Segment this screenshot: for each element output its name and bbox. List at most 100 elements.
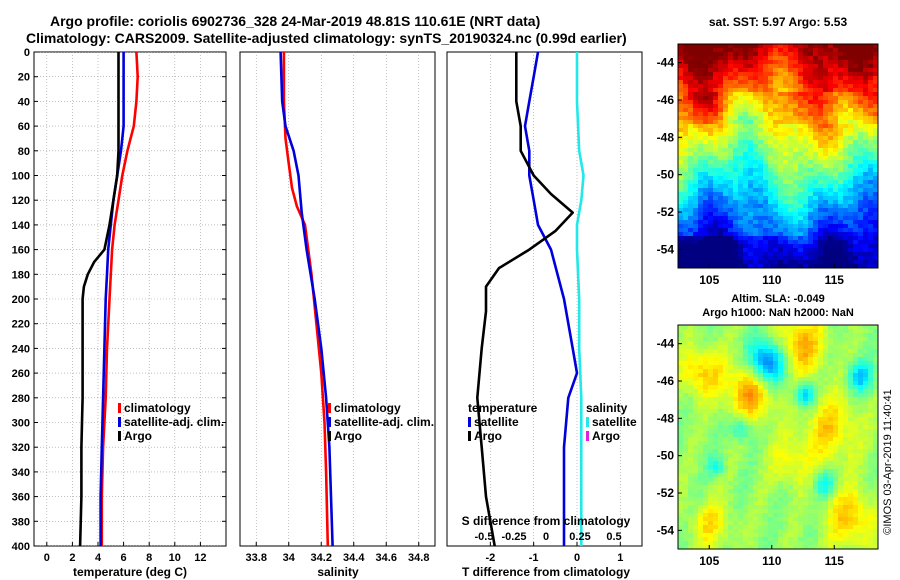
sst-cell bbox=[833, 92, 839, 97]
sla-cell bbox=[803, 453, 809, 458]
sla-cell bbox=[763, 369, 769, 374]
sst-cell bbox=[768, 188, 774, 193]
sst-cell bbox=[778, 64, 784, 69]
sst-cell bbox=[798, 128, 804, 133]
sla-cell bbox=[678, 505, 684, 510]
sst-cell bbox=[828, 124, 834, 129]
sla-cell bbox=[868, 481, 874, 486]
sla-cell bbox=[828, 325, 834, 330]
sst-cell bbox=[713, 144, 719, 149]
sst-cell bbox=[723, 116, 729, 121]
sst-cell bbox=[718, 252, 724, 257]
sla-cell bbox=[768, 361, 774, 366]
sst-cell bbox=[853, 244, 859, 249]
sst-cell bbox=[848, 156, 854, 161]
sla-cell bbox=[748, 421, 754, 426]
sla-cell bbox=[843, 325, 849, 330]
sla-cell bbox=[868, 429, 874, 434]
sst-cell bbox=[738, 204, 744, 209]
sla-cell bbox=[723, 521, 729, 526]
sst-cell bbox=[818, 80, 824, 85]
sla-cell bbox=[693, 397, 699, 402]
sla-cell bbox=[838, 501, 844, 506]
sla-cell bbox=[868, 457, 874, 462]
sst-cell bbox=[793, 208, 799, 213]
sst-cell bbox=[703, 160, 709, 165]
sst-cell bbox=[853, 108, 859, 113]
sst-cell bbox=[688, 80, 694, 85]
sst-cell bbox=[873, 124, 878, 129]
sst-cell bbox=[683, 132, 689, 137]
sst-cell bbox=[768, 156, 774, 161]
sst-cell bbox=[708, 204, 714, 209]
sla-cell bbox=[688, 397, 694, 402]
sla-cell bbox=[738, 333, 744, 338]
sst-cell bbox=[818, 140, 824, 145]
sla-cell bbox=[858, 501, 864, 506]
sla-cell bbox=[678, 417, 684, 422]
sst-cell bbox=[753, 84, 759, 89]
sla-cell bbox=[768, 369, 774, 374]
sst-cell bbox=[703, 260, 709, 265]
sla-cell bbox=[693, 389, 699, 394]
sst-cell bbox=[838, 68, 844, 73]
sla-cell bbox=[708, 357, 714, 362]
sla-cell bbox=[788, 393, 794, 398]
sst-cell bbox=[828, 264, 834, 268]
sst-cell bbox=[748, 160, 754, 165]
sla-cell bbox=[833, 413, 839, 418]
sla-cell bbox=[773, 529, 779, 534]
sst-cell bbox=[788, 52, 794, 57]
sst-cell bbox=[748, 104, 754, 109]
sst-cell bbox=[778, 116, 784, 121]
sla-cell bbox=[683, 537, 689, 542]
sla-cell bbox=[788, 377, 794, 382]
x-tick-label: 34.2 bbox=[311, 552, 332, 564]
sst-cell bbox=[733, 240, 739, 245]
sst-cell bbox=[748, 168, 754, 173]
sst-cell bbox=[723, 72, 729, 77]
sla-cell bbox=[698, 345, 704, 350]
sla-cell bbox=[693, 409, 699, 414]
sst-cell bbox=[783, 72, 789, 77]
sla-cell bbox=[743, 497, 749, 502]
sst-cell bbox=[788, 88, 794, 93]
sst-cell bbox=[683, 264, 689, 268]
sst-cell bbox=[803, 52, 809, 57]
sla-cell bbox=[773, 377, 779, 382]
sla-cell bbox=[868, 529, 874, 534]
sst-cell bbox=[698, 264, 704, 268]
sla-cell bbox=[833, 473, 839, 478]
sst-cell bbox=[843, 124, 849, 129]
sst-cell bbox=[823, 152, 829, 157]
sst-cell bbox=[763, 204, 769, 209]
sst-cell bbox=[813, 168, 819, 173]
sla-cell bbox=[793, 469, 799, 474]
sla-cell bbox=[858, 493, 864, 498]
sla-cell bbox=[798, 433, 804, 438]
sst-cell bbox=[733, 244, 739, 249]
sla-cell bbox=[728, 437, 734, 442]
sst-cell bbox=[868, 120, 874, 125]
sst-cell bbox=[853, 192, 859, 197]
sla-cell bbox=[723, 525, 729, 530]
sla-cell bbox=[833, 409, 839, 414]
sst-cell bbox=[768, 216, 774, 221]
sla-cell bbox=[708, 377, 714, 382]
sst-cell bbox=[838, 100, 844, 105]
legend-label: satellite bbox=[474, 415, 519, 429]
sla-cell bbox=[793, 485, 799, 490]
sla-cell bbox=[868, 525, 874, 530]
sst-cell bbox=[708, 256, 714, 261]
sla-cell bbox=[778, 329, 784, 334]
y-tick-label: 40 bbox=[18, 96, 30, 108]
sla-cell bbox=[823, 477, 829, 482]
sst-cell bbox=[723, 100, 729, 105]
sst-cell bbox=[818, 244, 824, 249]
sla-cell bbox=[743, 481, 749, 486]
sst-cell bbox=[693, 220, 699, 225]
sst-cell bbox=[833, 140, 839, 145]
sla-cell bbox=[788, 417, 794, 422]
sla-cell bbox=[688, 501, 694, 506]
sst-cell bbox=[733, 96, 739, 101]
